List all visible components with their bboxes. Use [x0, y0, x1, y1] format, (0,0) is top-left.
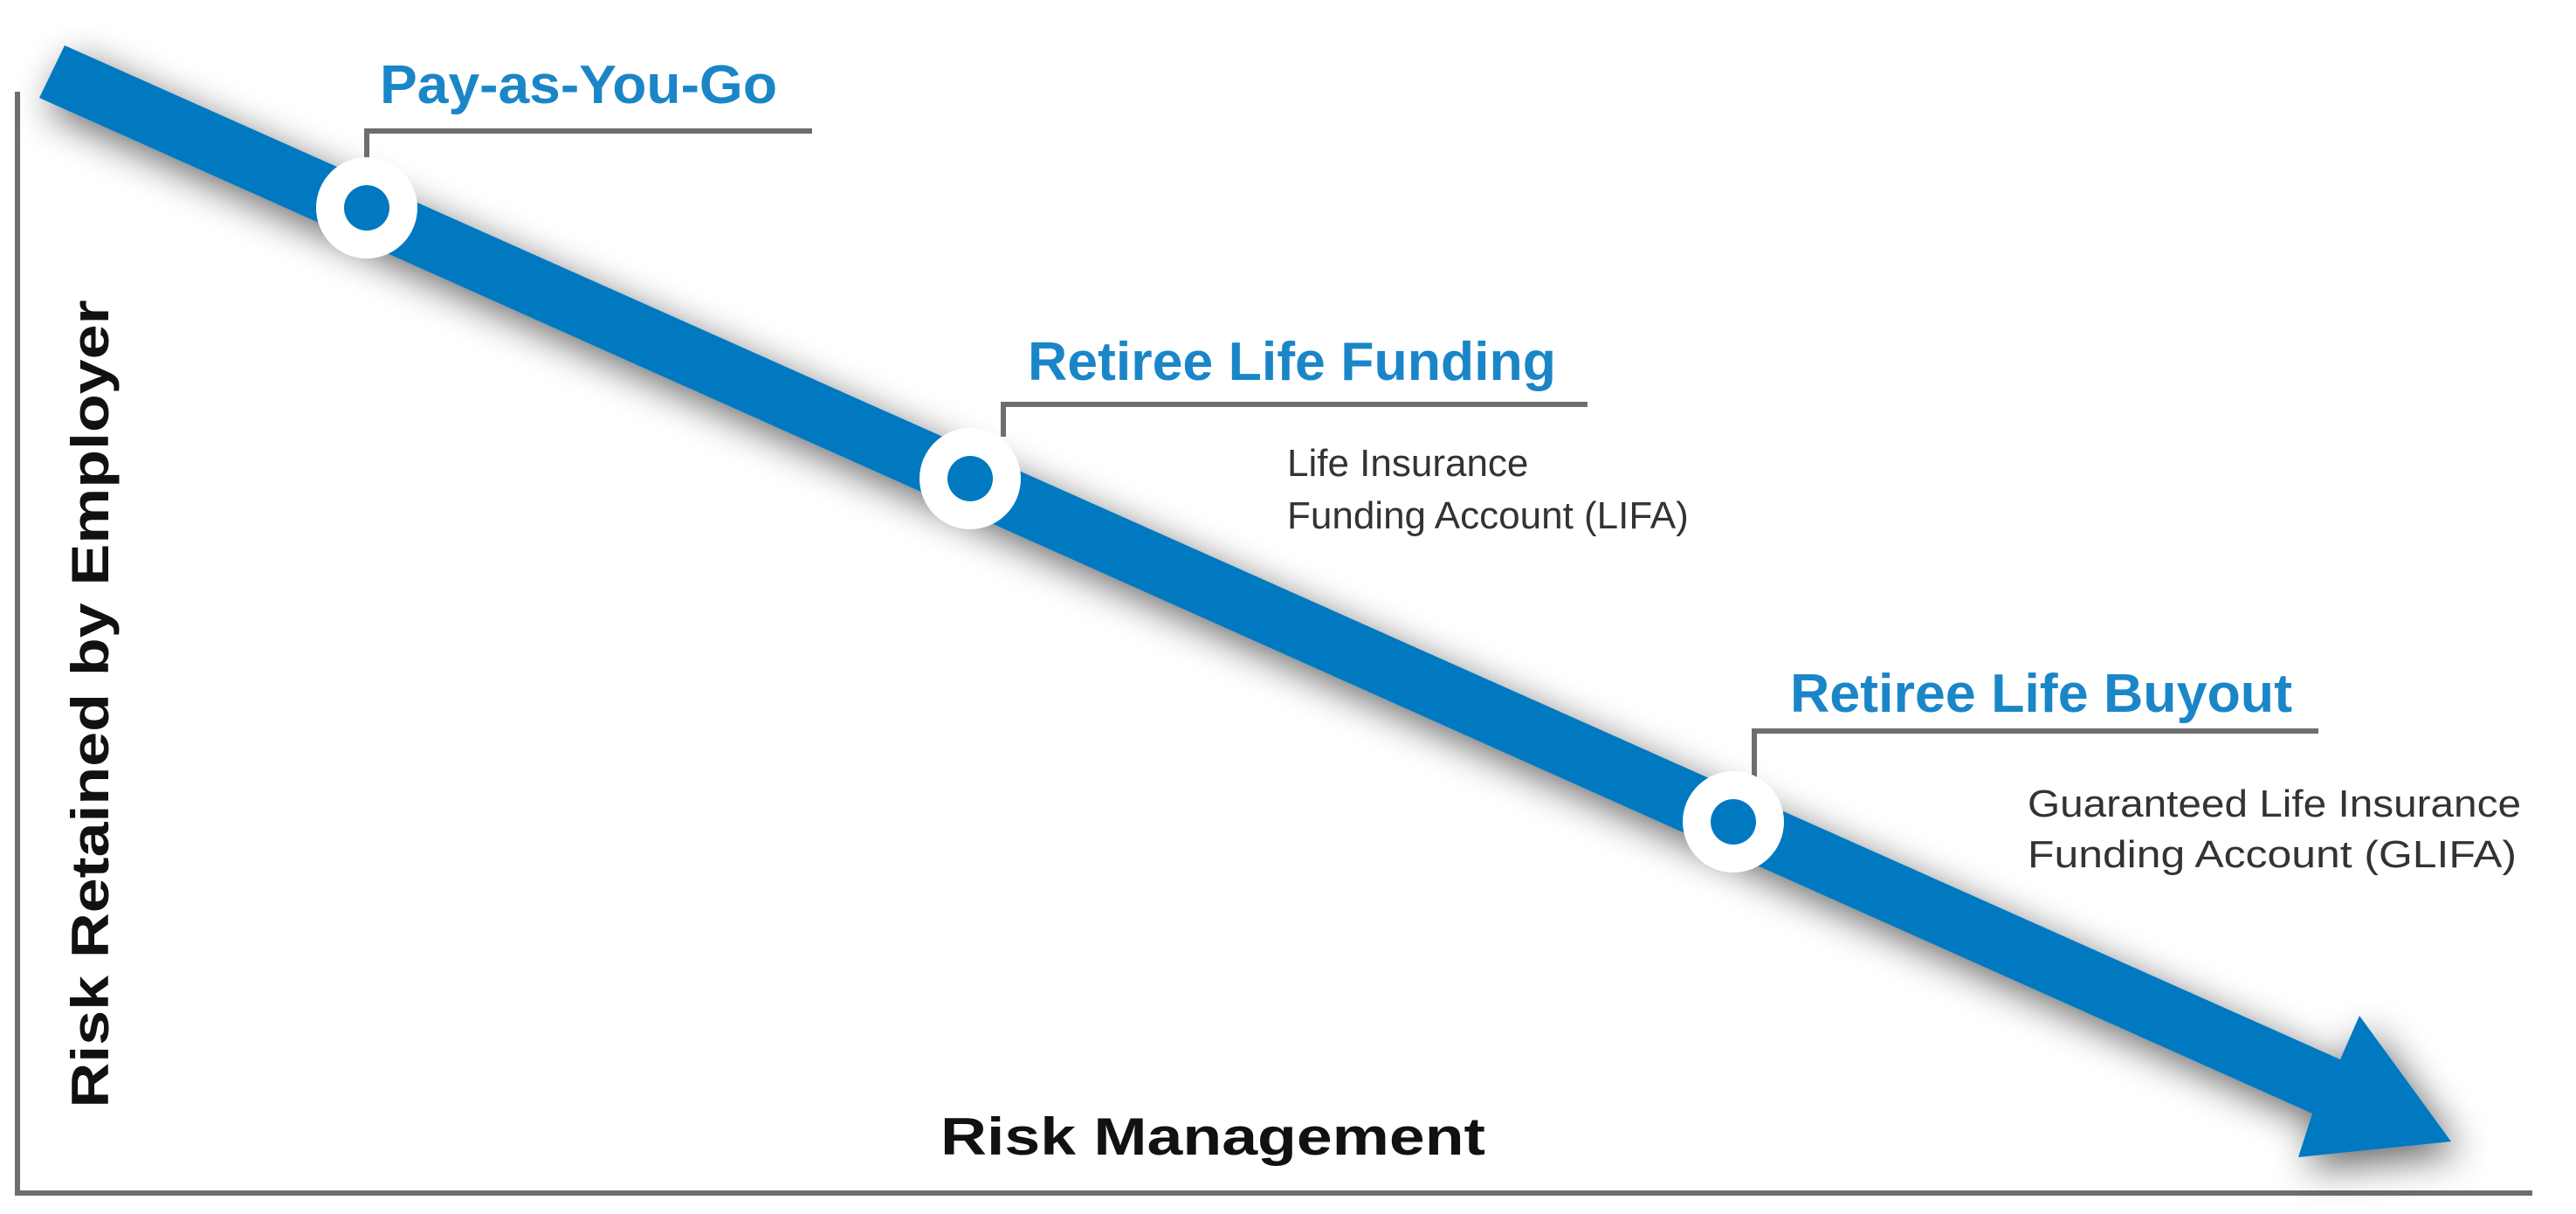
- risk-arrow: [39, 45, 2451, 1157]
- stage-marker-retiree-life-funding: [920, 428, 1021, 529]
- stage-desc-glifa-line1: Guaranteed Life Insurance: [2028, 783, 2521, 825]
- leader-line-retiree-life-funding: [1001, 402, 1588, 437]
- leader-line-pay-as-you-go: [364, 128, 812, 159]
- stage-marker-retiree-life-buyout: [1683, 771, 1784, 873]
- stage-marker-pay-as-you-go: [316, 157, 417, 259]
- leader-line-retiree-life-buyout: [1752, 728, 2318, 777]
- y-axis-label: Risk Retained by Employer: [61, 300, 120, 1108]
- stage-desc-lifa-line2: Funding Account (LIFA): [1287, 494, 1689, 537]
- stage-desc-glifa-line2: Funding Account (GLIFA): [2028, 833, 2517, 876]
- stage-title-retiree-life-buyout: Retiree Life Buyout: [1790, 664, 2292, 724]
- stage-desc-lifa-line1: Life Insurance: [1287, 442, 1528, 485]
- x-axis-label: Risk Management: [940, 1107, 1485, 1166]
- stage-title-retiree-life-funding: Retiree Life Funding: [1028, 332, 1556, 392]
- stage-title-pay-as-you-go: Pay-as-You-Go: [380, 55, 777, 115]
